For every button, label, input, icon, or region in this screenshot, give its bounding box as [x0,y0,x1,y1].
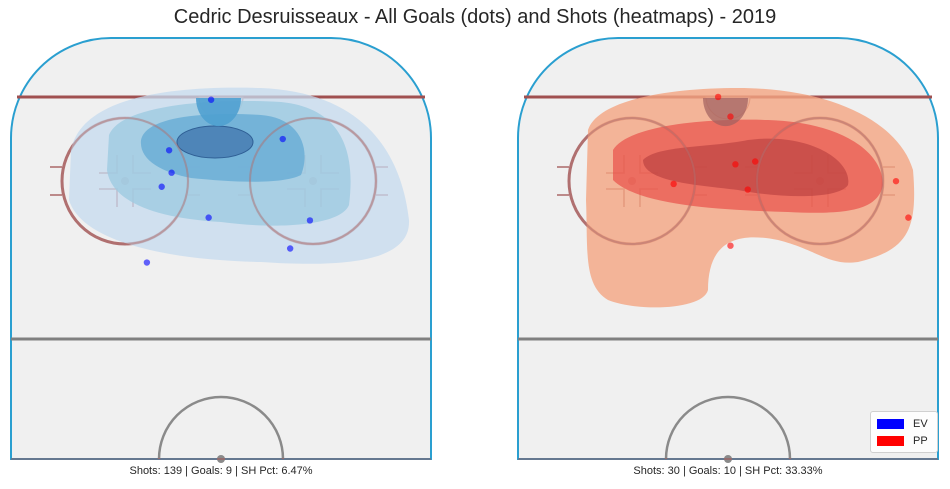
goal-dot [727,242,734,249]
center-circle [664,395,792,460]
goal-dot [279,135,286,143]
ev-caption: Shots: 139 | Goals: 9 | SH Pct: 6.47% [129,465,313,477]
faceoff-circle-overlay [568,117,696,245]
goal-dot [165,147,173,154]
legend-item-pp: PP [877,434,928,448]
goal-dot [892,177,900,185]
goal-dot [168,169,175,176]
goal-dot [205,214,212,221]
legend-label-ev: EV [913,418,928,430]
center-circle [157,395,285,460]
faceoff-circle-overlay [61,117,189,245]
goal-dot [751,158,759,165]
goal-dot [732,161,739,168]
legend-swatch-pp [877,436,904,446]
chart-title: Cedric Desruisseaux - All Goals (dots) a… [173,6,777,28]
goal-dot [158,183,165,190]
goal-dot [727,113,734,120]
goal-dot [207,96,215,103]
goal-dot [143,259,151,266]
shot-heatmap-pp [586,88,915,308]
goal-dots-pp [670,93,912,249]
goal-dot [905,214,912,221]
goal-dots-ev [143,96,314,266]
legend: EV PP [870,411,938,453]
goal-dot [306,217,314,224]
pp-caption: Shots: 30 | Goals: 10 | SH Pct: 33.33% [633,465,823,477]
goal-dot [670,180,677,188]
shot-heatmap-ev [69,87,410,264]
faceoff-circle-overlay [756,117,884,245]
goal-dot [744,186,751,193]
goal-dot [286,245,294,252]
faceoff-circle-overlay [249,117,377,245]
legend-swatch-ev [877,419,904,429]
legend-item-ev: EV [877,417,928,431]
legend-label-pp: PP [913,435,928,447]
goal-dot [714,93,722,101]
